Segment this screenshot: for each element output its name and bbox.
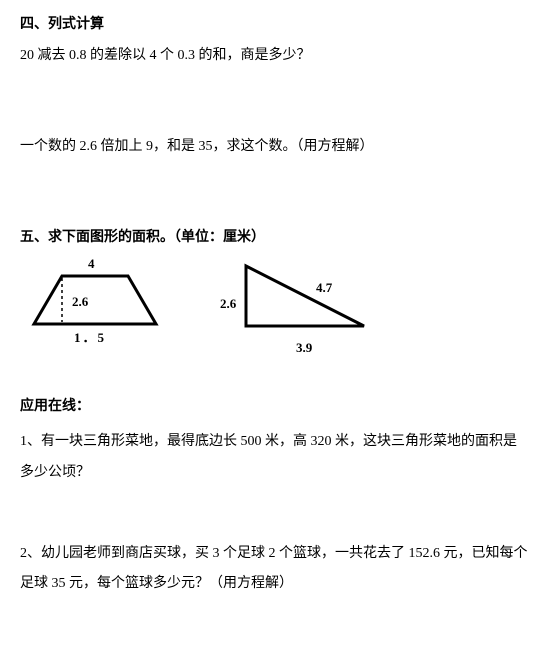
applied-q2: 2、幼儿园老师到商店买球，买 3 个足球 2 个篮球，一共花去了 152.6 元… xyxy=(20,539,530,601)
section4-heading: 四、列式计算 xyxy=(20,14,530,35)
trapezoid-figure: 4 2.6 1．5 xyxy=(30,258,160,344)
figures-row: 4 2.6 1．5 4.7 2.6 3.9 xyxy=(30,258,530,354)
triangle-hyp-label: 4.7 xyxy=(316,278,332,298)
section4-q1: 20 减去 0.8 的差除以 4 个 0.3 的和，商是多少？ xyxy=(20,45,530,66)
triangle-left-label: 2.6 xyxy=(220,294,236,314)
trapezoid-svg xyxy=(30,270,160,330)
section4-q2: 一个数的 2.6 倍加上 9，和是 35，求这个数。（用方程解） xyxy=(20,136,530,157)
applied-heading: 应用在线： xyxy=(20,396,530,417)
applied-q1: 1、有一块三角形菜地，最得底边长 500 米，高 320 米，这块三角形菜地的面… xyxy=(20,427,530,489)
trapezoid-height-label: 2.6 xyxy=(72,292,88,312)
trapezoid-bottom-label: 1．5 xyxy=(74,328,106,348)
section5-heading: 五、求下面图形的面积。（单位：厘米） xyxy=(20,227,530,248)
triangle-svg xyxy=(240,262,370,332)
triangle-figure: 4.7 2.6 3.9 xyxy=(220,258,370,354)
trapezoid-top-label: 4 xyxy=(88,254,95,274)
triangle-base-label: 3.9 xyxy=(296,338,312,358)
